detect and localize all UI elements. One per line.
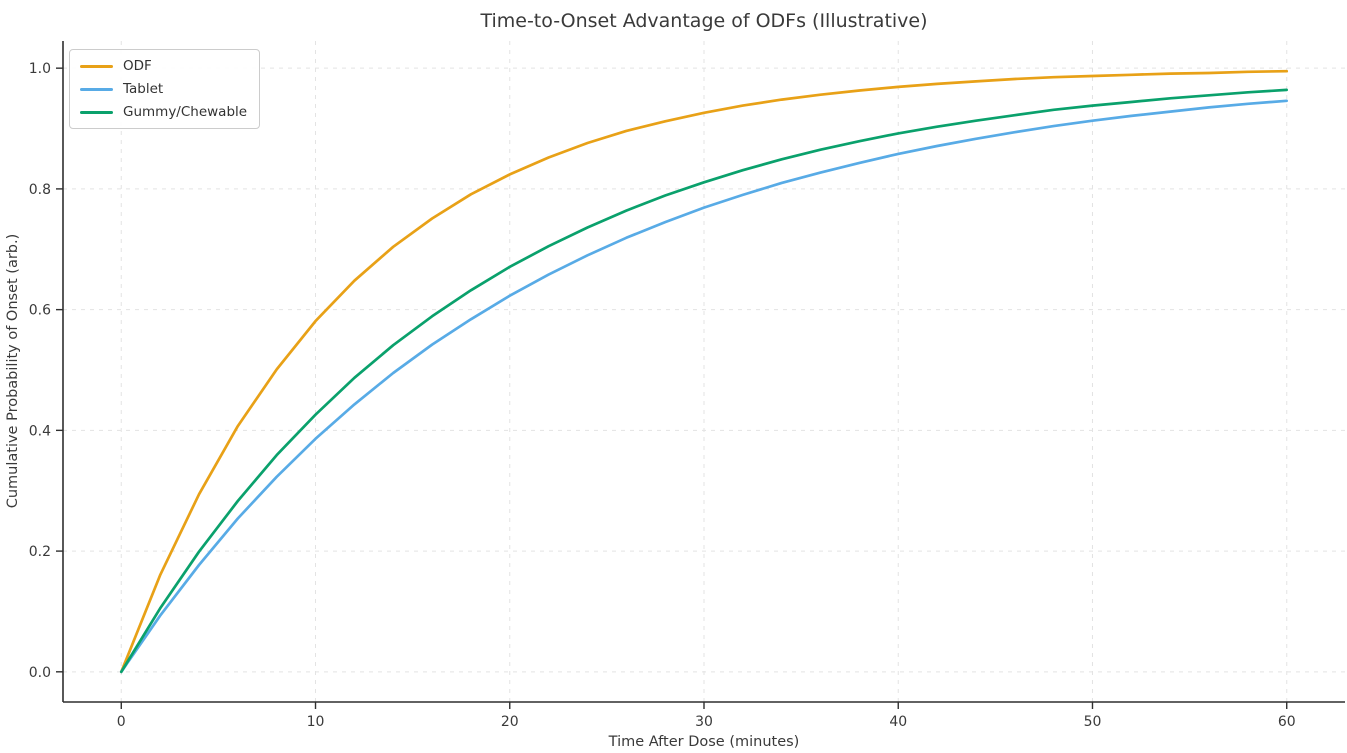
y-tick-label: 0.8 bbox=[29, 182, 51, 198]
legend-label: Tablet bbox=[123, 81, 164, 97]
legend: ODF Tablet Gummy/Chewable bbox=[69, 49, 261, 129]
legend-label: Gummy/Chewable bbox=[123, 104, 248, 120]
x-tick-label: 60 bbox=[1278, 714, 1296, 730]
y-tick-label: 1.0 bbox=[29, 61, 51, 77]
x-tick-label: 20 bbox=[501, 714, 519, 730]
x-axis-label: Time After Dose (minutes) bbox=[608, 734, 800, 750]
y-tick-label: 0.6 bbox=[29, 303, 51, 319]
x-tick-label: 0 bbox=[117, 714, 126, 730]
y-tick-label: 0.2 bbox=[29, 544, 51, 560]
legend-item: ODF bbox=[80, 58, 247, 74]
tick-labels: 0 10 20 30 40 50 60 0.0 0.2 0.4 0.6 0.8 1.0 bbox=[29, 61, 1296, 730]
legend-item: Gummy/Chewable bbox=[80, 104, 247, 120]
legend-swatch-line bbox=[80, 64, 113, 68]
y-axis-label: Cumulative Probability of Onset (arb.) bbox=[5, 234, 21, 509]
series-line-odf bbox=[119, 69, 1289, 674]
chart-title: Time-to-Onset Advantage of ODFs (Illustr… bbox=[479, 10, 927, 32]
series-lines bbox=[119, 69, 1289, 674]
legend-swatch-line bbox=[80, 87, 113, 91]
series-line-tablet bbox=[119, 99, 1289, 674]
y-tick-label: 0.4 bbox=[29, 423, 51, 439]
x-tick-label: 30 bbox=[695, 714, 713, 730]
legend-label: ODF bbox=[123, 58, 152, 74]
gridlines bbox=[63, 41, 1345, 702]
x-tick-label: 10 bbox=[307, 714, 325, 730]
series-line-gummy-chewable bbox=[119, 88, 1289, 674]
y-tick-label: 0.0 bbox=[29, 665, 51, 681]
x-tick-label: 40 bbox=[889, 714, 907, 730]
legend-swatch-line bbox=[80, 110, 113, 114]
axis-ticks bbox=[56, 67, 1288, 709]
x-tick-label: 50 bbox=[1084, 714, 1102, 730]
legend-item: Tablet bbox=[80, 81, 247, 97]
